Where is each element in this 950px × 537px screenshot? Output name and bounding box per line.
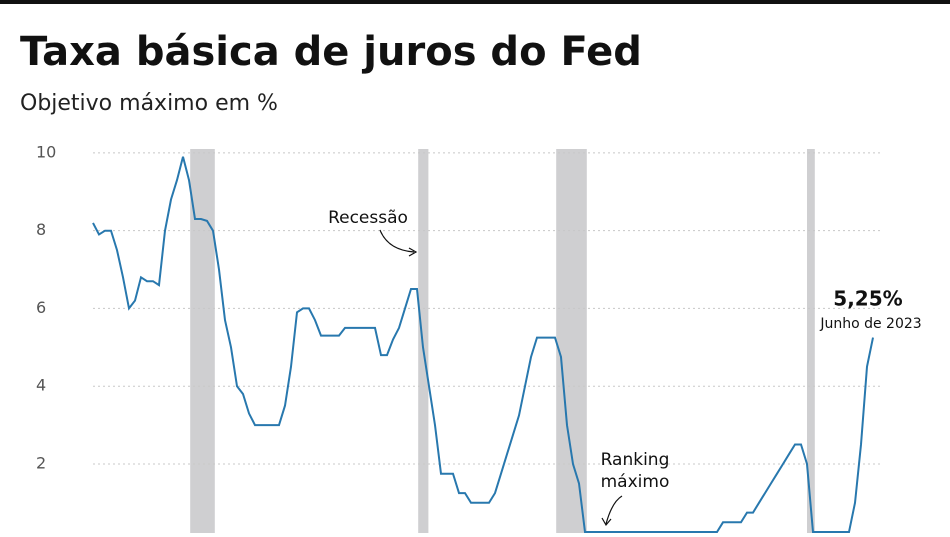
y-tick-label: 2	[36, 453, 46, 472]
rate-line	[92, 156, 874, 533]
top-rule	[0, 0, 950, 4]
lowest-arrowhead	[601, 517, 612, 527]
y-tick-label: 10	[36, 142, 56, 161]
annotation-last-date: Junho de 2023	[819, 316, 921, 332]
chart-subtitle: Objetivo máximo em %	[20, 91, 278, 116]
recession-arrowhead	[408, 247, 418, 257]
y-tick-label: 8	[36, 220, 46, 239]
recession-bands	[190, 149, 815, 533]
lowest-arrow	[605, 495, 623, 525]
recession-arrow	[379, 229, 415, 253]
annotation-recession: Recessão	[328, 208, 408, 228]
annotation-lowest: Ranking	[601, 450, 670, 470]
chart-title: Taxa básica de juros do Fed	[20, 29, 642, 75]
annotation-last-value: 5,25%	[833, 287, 902, 311]
recession-band	[807, 149, 815, 533]
y-tick-label: 4	[36, 376, 46, 395]
y-tick-label: 6	[36, 298, 46, 317]
grid: 2 4 6 8 10	[36, 142, 880, 472]
plot	[92, 156, 874, 533]
recession-band	[556, 149, 587, 533]
annotation-lowest: máximo	[601, 472, 670, 492]
